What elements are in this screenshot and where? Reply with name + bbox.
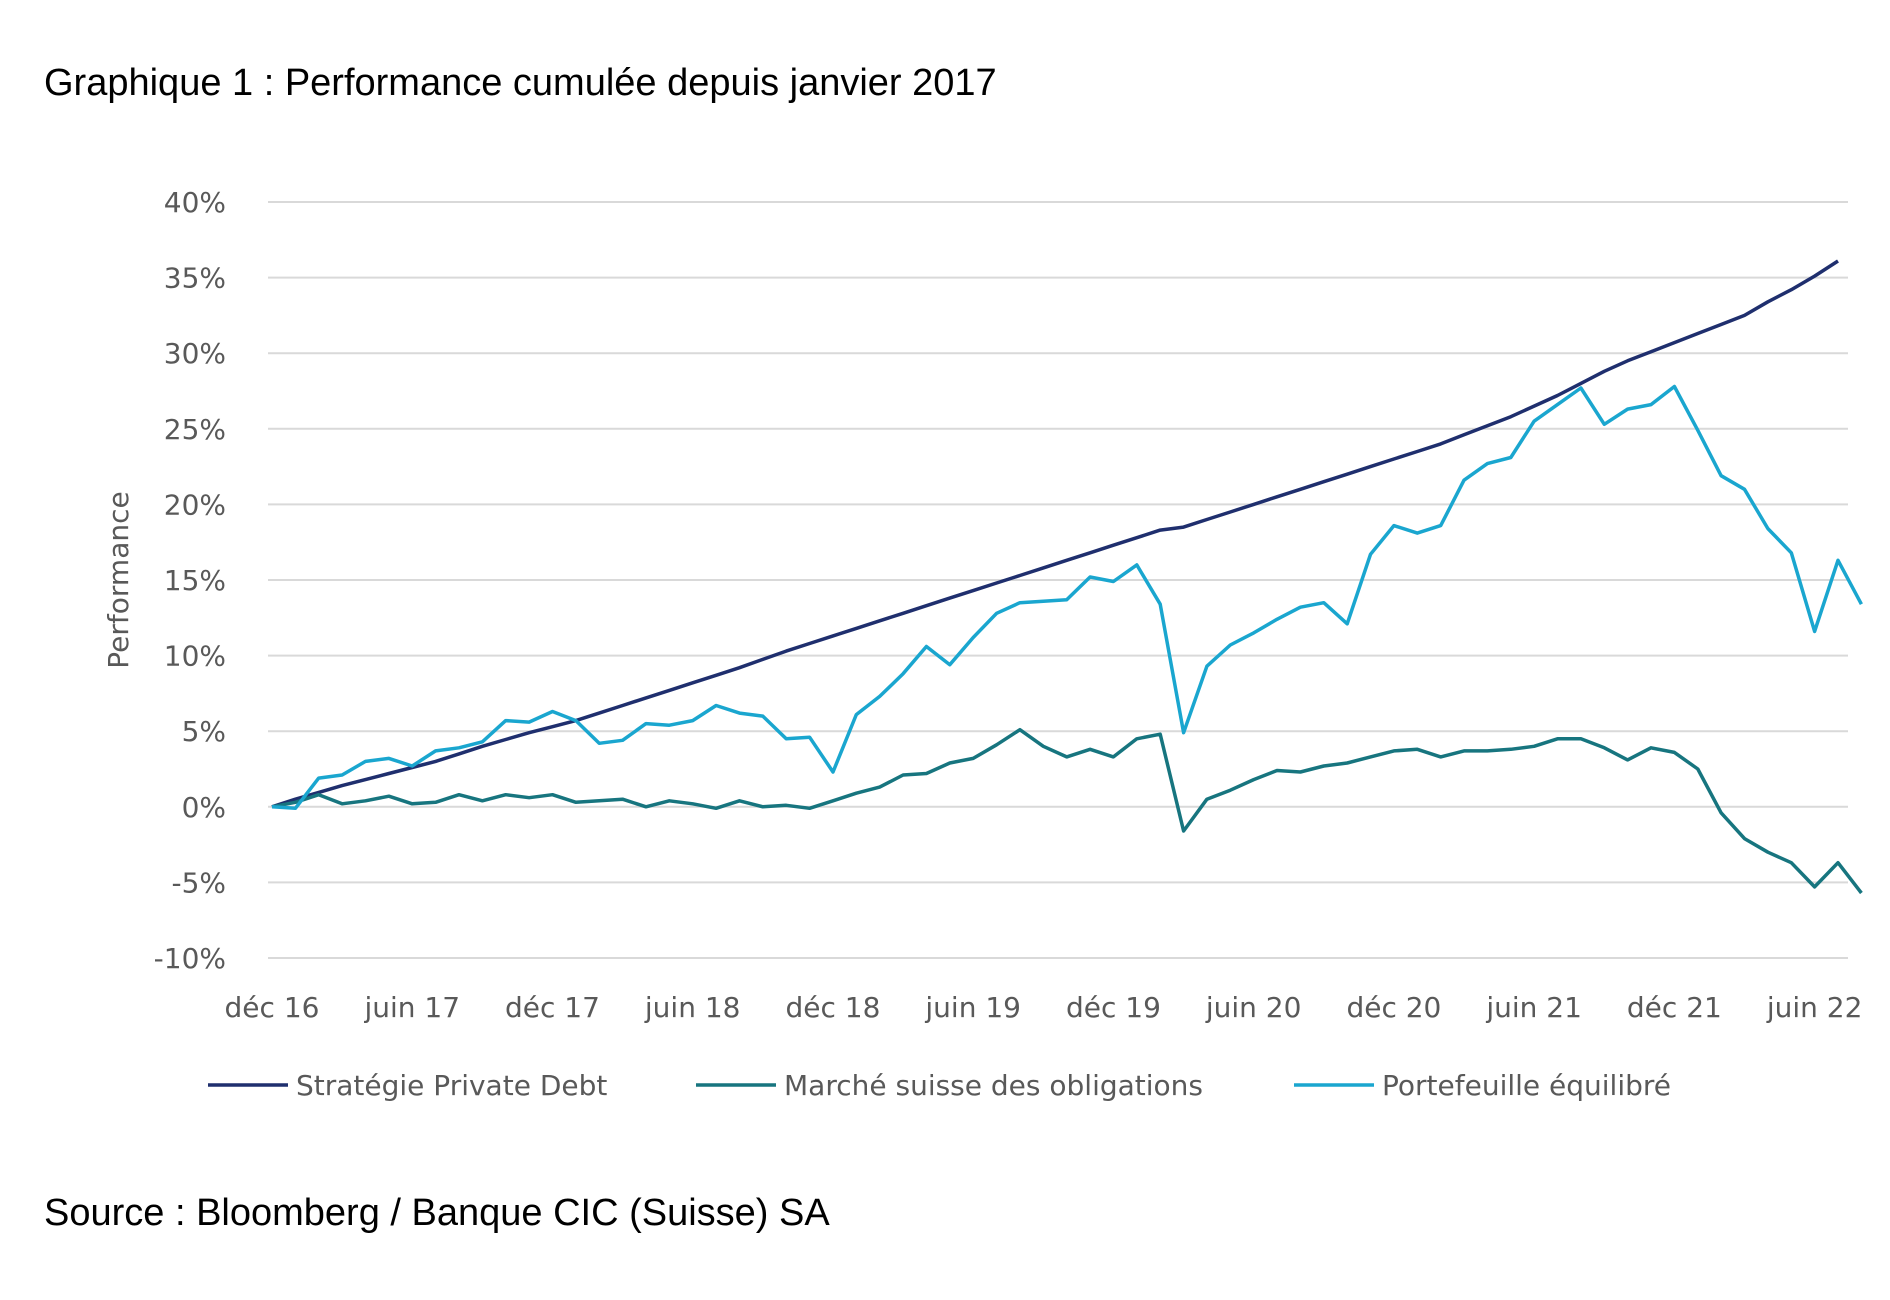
y-tick-label: 20% bbox=[164, 488, 226, 521]
x-tick-label: déc 21 bbox=[1627, 991, 1722, 1024]
y-tick-label: 0% bbox=[182, 791, 226, 824]
y-tick-label: 10% bbox=[164, 640, 226, 673]
y-tick-label: -10% bbox=[154, 942, 226, 975]
series-line-2 bbox=[271, 384, 1863, 811]
y-axis-label: Performance bbox=[102, 491, 135, 668]
series-line-1 bbox=[271, 727, 1863, 895]
x-tick-label: juin 20 bbox=[1205, 991, 1302, 1024]
x-tick-label: déc 18 bbox=[785, 991, 880, 1024]
gridlines bbox=[268, 201, 1848, 959]
legend: Stratégie Private Debt Marché suisse des … bbox=[208, 1069, 1671, 1102]
y-tick-label: 25% bbox=[164, 413, 226, 446]
x-tick-label: juin 19 bbox=[924, 991, 1021, 1024]
series-line-0 bbox=[271, 259, 1839, 809]
x-tick-label: juin 22 bbox=[1766, 991, 1863, 1024]
x-tick-label: déc 16 bbox=[225, 991, 320, 1024]
x-axis-ticks: déc 16 juin 17 déc 17 juin 18 déc 18 juin 19 d… bbox=[225, 991, 1863, 1024]
source-note: Source : Bloomberg / Banque CIC (Suisse)… bbox=[44, 1192, 830, 1234]
legend-label-2: Portefeuille équilibré bbox=[1382, 1069, 1671, 1102]
x-tick-label: juin 17 bbox=[363, 991, 460, 1024]
y-tick-label: 5% bbox=[182, 715, 226, 748]
x-tick-label: déc 19 bbox=[1066, 991, 1161, 1024]
legend-label-1: Marché suisse des obligations bbox=[784, 1069, 1203, 1102]
y-axis-label-group: Performance bbox=[102, 491, 135, 668]
x-tick-label: déc 17 bbox=[505, 991, 600, 1024]
y-tick-label: 40% bbox=[164, 186, 226, 219]
y-tick-label: 35% bbox=[164, 262, 226, 295]
x-tick-label: déc 20 bbox=[1346, 991, 1441, 1024]
x-tick-label: juin 18 bbox=[644, 991, 741, 1024]
x-tick-label: juin 21 bbox=[1485, 991, 1582, 1024]
y-tick-label: 30% bbox=[164, 337, 226, 370]
y-axis-ticks: -10% -5% 0% 5% 10% 15% 20% 25% 30% 35% 40% bbox=[154, 186, 226, 975]
series-lines bbox=[271, 259, 1863, 895]
legend-label-0: Stratégie Private Debt bbox=[296, 1069, 607, 1102]
y-tick-label: -5% bbox=[171, 866, 226, 899]
chart-title: Graphique 1 : Performance cumulée depuis… bbox=[44, 62, 997, 104]
y-tick-label: 15% bbox=[164, 564, 226, 597]
